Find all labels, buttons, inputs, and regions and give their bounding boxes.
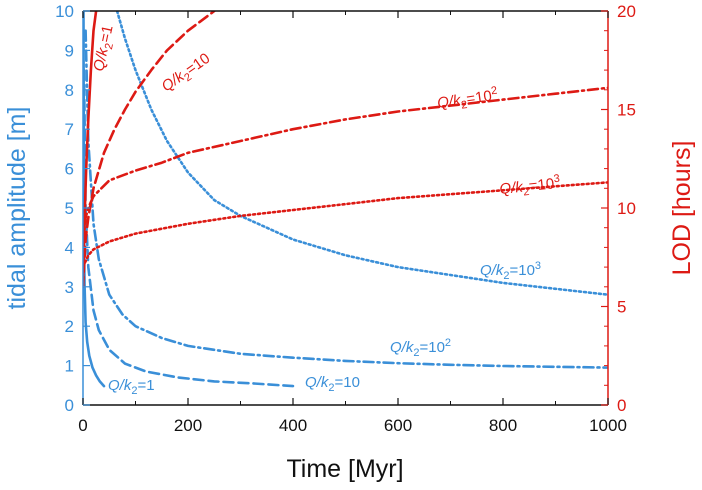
- y-left-tick-label: 8: [65, 81, 74, 100]
- y-left-tick-label: 1: [65, 357, 74, 376]
- plot-frame: [82, 10, 609, 406]
- y-left-tick-label: 7: [65, 120, 74, 139]
- y-right-axis-title: LOD [hours]: [668, 141, 696, 276]
- y-left-tick-label: 6: [65, 160, 74, 179]
- y-left-axis-title: tidal amplitude [m]: [3, 107, 31, 310]
- x-tick-label: 0: [78, 416, 87, 435]
- y-left-tick-label: 5: [65, 199, 74, 218]
- x-tick-label: 400: [279, 416, 307, 435]
- y-left-tick-label: 3: [65, 278, 74, 297]
- series-line-8: [83, 181, 608, 269]
- label-amp-q10: Q/k2=10: [305, 374, 360, 394]
- series-line-2: [83, 68, 295, 388]
- series-line-6: [83, 11, 216, 289]
- label-lod-q100: Q/k2=102: [436, 85, 500, 115]
- y-right-tick-label: 0: [617, 396, 626, 415]
- x-tick-label: 800: [489, 416, 517, 435]
- y-left-tick-label: 9: [65, 41, 74, 60]
- y-left-tick-label: 4: [65, 238, 74, 257]
- y-left-tick-label: 2: [65, 317, 74, 336]
- y-left-tick-label: 0: [65, 396, 74, 415]
- label-lod-q1000: Q/k2=103: [498, 173, 561, 201]
- y-right-tick-label: 5: [617, 298, 626, 317]
- x-tick-label: 600: [384, 416, 412, 435]
- label-amp-q1: Q/k2=1: [108, 377, 155, 397]
- series-line-4: [115, 11, 608, 296]
- y-right-tick-label: 15: [617, 101, 636, 120]
- series-line-7: [83, 86, 608, 245]
- y-right-tick-label: 10: [617, 199, 636, 218]
- y-left-tick-label: 10: [55, 2, 74, 21]
- series-layer: [83, 11, 608, 388]
- x-tick-label: 200: [174, 416, 202, 435]
- y-right-tick-label: 20: [617, 2, 636, 21]
- label-amp-q1000: Q/k2=103: [480, 260, 541, 282]
- label-lod-q10: Q/k2=10: [159, 50, 215, 98]
- x-axis-title: Time [Myr]: [286, 455, 403, 483]
- label-lod-q1: Q/k2=1: [90, 24, 119, 74]
- label-amp-q100: Q/k2=102: [390, 337, 451, 359]
- x-tick-label: 1000: [589, 416, 627, 435]
